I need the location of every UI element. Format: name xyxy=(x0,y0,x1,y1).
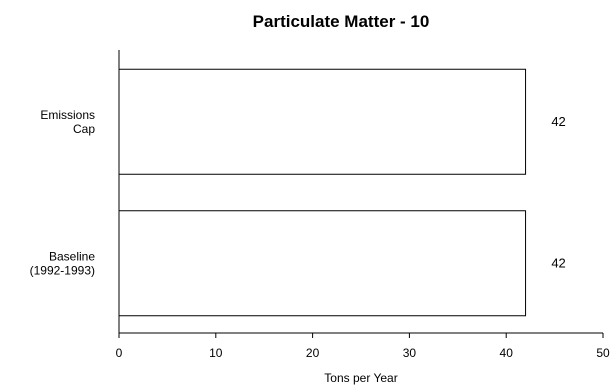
x-tick-label: 30 xyxy=(403,346,417,360)
x-tick-label: 40 xyxy=(500,346,514,360)
category-label: Emissions xyxy=(40,108,95,122)
bar xyxy=(118,68,527,175)
x-tick-label: 50 xyxy=(596,346,610,360)
category-label: (1992-1993) xyxy=(30,263,95,277)
bars-group: 42 42 xyxy=(118,68,566,317)
chart-title: Particulate Matter - 10 xyxy=(253,12,430,31)
x-tick-label: 0 xyxy=(116,346,123,360)
category-label: Cap xyxy=(73,122,95,136)
x-tick-label: 10 xyxy=(209,346,223,360)
bar-value-label: 42 xyxy=(551,255,565,270)
bar xyxy=(118,210,527,317)
x-axis-label: Tons per Year xyxy=(324,371,397,385)
x-axis-ticks: 0 10 20 30 40 50 xyxy=(116,333,610,360)
category-label: Baseline xyxy=(49,249,95,263)
bar-value-label: 42 xyxy=(551,114,565,129)
x-tick-label: 20 xyxy=(306,346,320,360)
